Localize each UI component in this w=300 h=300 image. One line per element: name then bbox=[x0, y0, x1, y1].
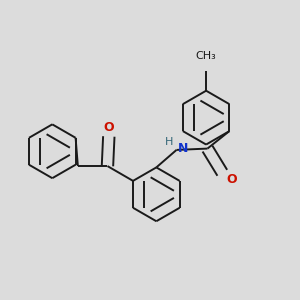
Text: CH₃: CH₃ bbox=[196, 51, 217, 61]
Text: N: N bbox=[178, 142, 188, 155]
Text: O: O bbox=[103, 121, 114, 134]
Text: O: O bbox=[226, 173, 237, 186]
Text: H: H bbox=[165, 137, 174, 147]
